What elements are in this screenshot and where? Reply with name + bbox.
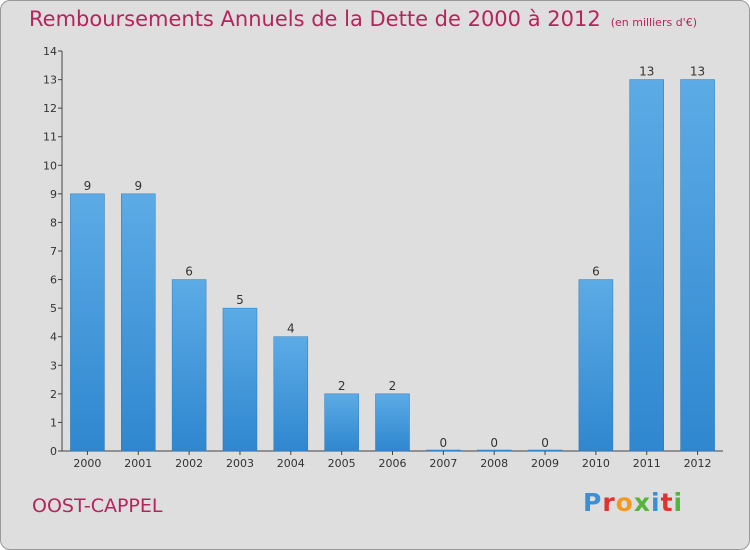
bar [171,279,207,452]
bar [70,193,105,452]
y-tick-label: 4 [50,331,57,344]
bar [375,393,410,452]
x-tick-label: 2006 [379,457,407,470]
bar [121,193,156,452]
y-tick-label: 2 [50,388,57,401]
chart-subtitle: (en milliers d'€) [610,16,697,29]
proxiti-logo: Proxiti [583,488,683,517]
x-tick-label: 2011 [633,457,661,470]
x-tick-label: 2010 [582,457,610,470]
chart-title: Remboursements Annuels de la Dette de 20… [29,7,697,31]
logo-letter: x [633,488,651,517]
x-tick-label: 2002 [175,457,203,470]
data-label: 4 [287,322,295,336]
logo-letter: o [615,488,634,517]
logo-letter: r [602,488,616,517]
x-tick-label: 2001 [124,457,152,470]
bar [324,393,359,452]
data-label: 0 [541,436,549,450]
x-tick-label: 2005 [328,457,356,470]
data-label: 2 [389,379,397,393]
data-label: 2 [338,379,346,393]
y-tick-label: 14 [43,45,57,58]
data-label: 9 [84,179,92,193]
y-tick-label: 12 [43,102,57,115]
x-tick-label: 2004 [277,457,305,470]
bar [527,449,563,452]
y-tick-label: 3 [50,359,57,372]
data-label: 13 [639,65,654,79]
logo-letter: i [673,488,684,517]
x-tick-label: 2003 [226,457,254,470]
x-tick-label: 2008 [480,457,508,470]
y-tick-label: 5 [50,302,57,315]
data-label: 0 [490,436,498,450]
title-text: Remboursements Annuels de la Dette de 20… [29,7,601,31]
data-label: 6 [592,265,600,279]
data-label: 9 [134,179,142,193]
x-tick-label: 2012 [684,457,712,470]
data-label: 13 [690,65,705,79]
y-tick-label: 7 [50,245,57,258]
bar [222,307,258,452]
bar [629,79,664,452]
x-tick-label: 2009 [531,457,559,470]
y-tick-label: 11 [43,131,57,144]
y-tick-label: 6 [50,274,57,287]
logo-letter: P [583,488,603,517]
city-name: OOST-CAPPEL [32,495,163,517]
y-tick-label: 10 [43,159,57,172]
y-tick-label: 13 [43,74,57,87]
x-tick-label: 2007 [429,457,457,470]
bar [578,279,614,452]
logo-letter: t [660,488,674,517]
x-tick-label: 2000 [73,457,101,470]
bar [273,336,309,452]
y-tick-label: 8 [50,216,57,229]
data-label: 0 [440,436,448,450]
y-tick-label: 1 [50,416,57,429]
data-label: 5 [236,293,244,307]
y-tick-label: 9 [50,188,57,201]
y-tick-label: 0 [50,445,57,458]
bar [476,449,512,452]
data-label: 6 [185,265,193,279]
bar [426,449,461,452]
bar [680,79,715,452]
logo-letter: i [651,488,661,517]
